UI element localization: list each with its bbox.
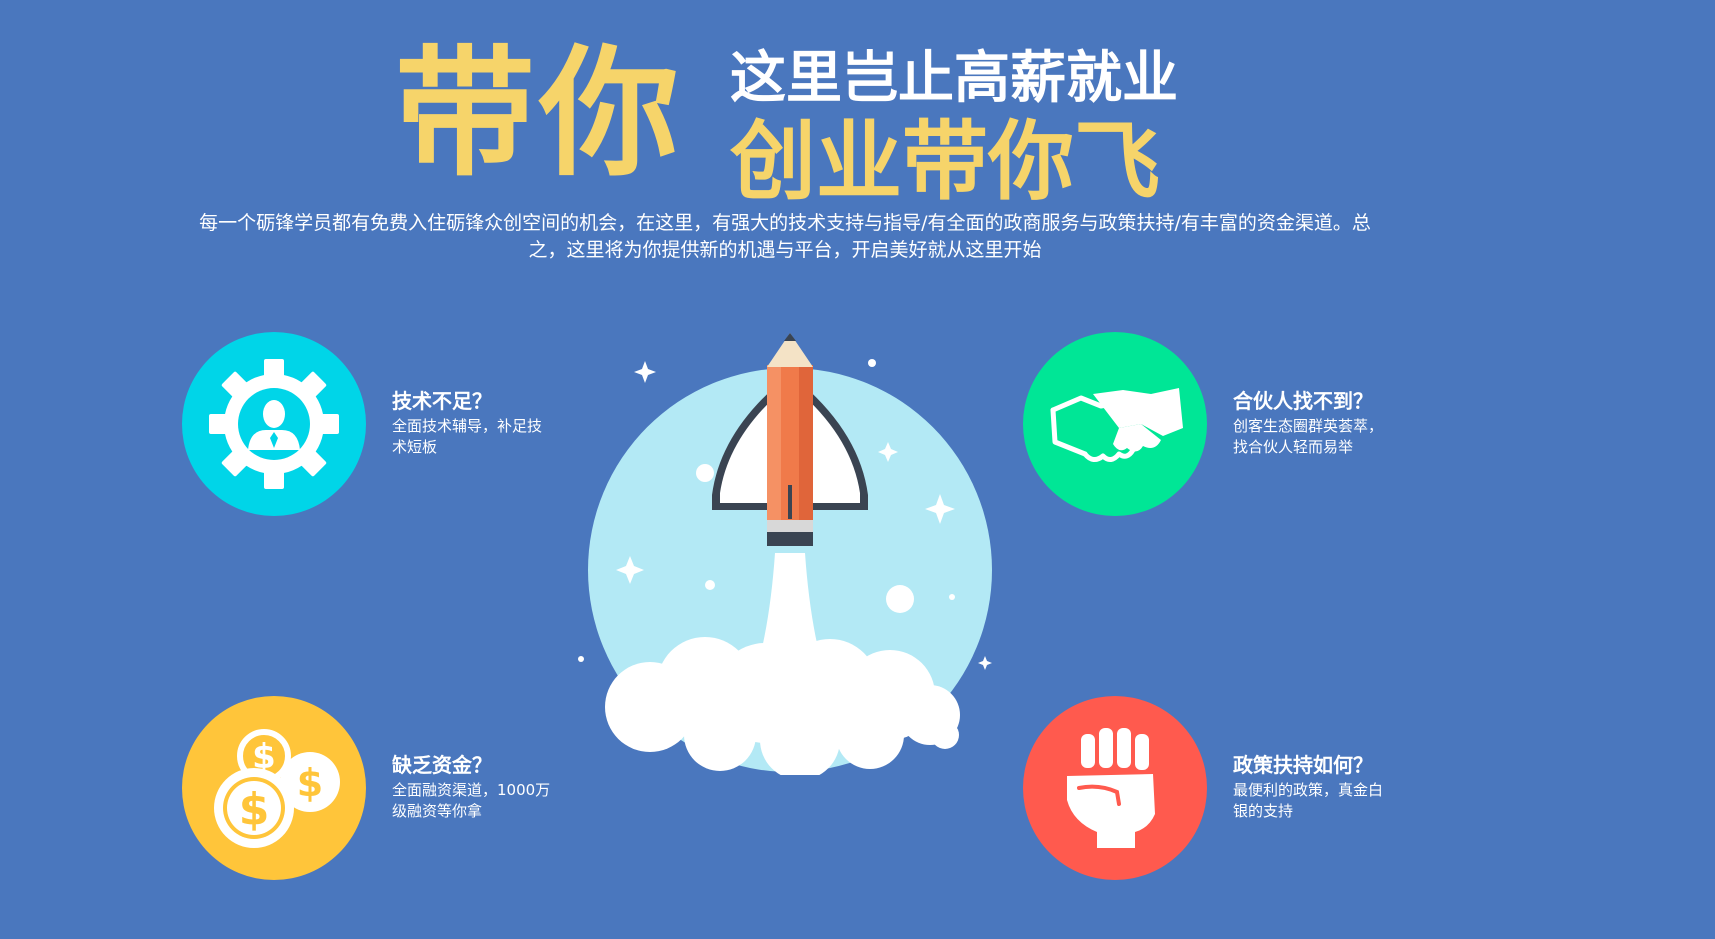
headline-line2: 创业带你飞 — [730, 112, 1160, 212]
coins-icon: $ $ $ — [182, 696, 366, 880]
svg-text:$: $ — [239, 784, 270, 835]
feature-policy-title: 政策扶持如何？ — [1233, 753, 1373, 777]
feature-tech-desc: 全面技术辅导，补足技术短板 — [392, 417, 543, 456]
feature-funds-title: 缺乏资金？ — [392, 753, 492, 777]
fist-icon — [1023, 696, 1207, 880]
feature-policy-desc: 最便利的政策，真金白银的支持 — [1233, 781, 1384, 820]
svg-text:$: $ — [252, 737, 276, 777]
headline-line1: 这里岂止高薪就业 — [730, 46, 1178, 111]
feature-tech: 技术不足？ 全面技术辅导，补足技术短板 — [182, 332, 742, 522]
feature-partner: 合伙人找不到？ 创客生态圈群英荟萃，找合伙人轻而易举 — [1023, 332, 1583, 522]
gear-person-icon — [182, 332, 366, 516]
feature-funds: $ $ $ 缺乏资金？ 全面融资渠道，1000万级融资等你拿 — [182, 696, 742, 886]
feature-tech-text: 技术不足？ 全面技术辅导，补足技术短板 — [392, 388, 552, 458]
headline: 带你 这里岂止高薪就业 创业带你飞 — [395, 33, 1195, 213]
feature-funds-desc: 全面融资渠道，1000万级融资等你拿 — [392, 781, 551, 820]
feature-funds-text: 缺乏资金？ 全面融资渠道，1000万级融资等你拿 — [392, 752, 552, 822]
headline-big: 带你 — [395, 33, 684, 196]
feature-policy: 政策扶持如何？ 最便利的政策，真金白银的支持 — [1023, 696, 1583, 886]
feature-tech-title: 技术不足？ — [392, 389, 492, 413]
feature-policy-text: 政策扶持如何？ 最便利的政策，真金白银的支持 — [1233, 752, 1393, 822]
feature-partner-text: 合伙人找不到？ 创客生态圈群英荟萃，找合伙人轻而易举 — [1233, 388, 1393, 458]
svg-text:$: $ — [297, 761, 323, 805]
feature-partner-desc: 创客生态圈群英荟萃，找合伙人轻而易举 — [1233, 417, 1384, 456]
rocket-illustration — [570, 325, 1010, 780]
handshake-icon — [1023, 332, 1207, 516]
description: 每一个砺锋学员都有免费入住砺锋众创空间的机会，在这里，有强大的技术支持与指导/有… — [199, 212, 1371, 261]
feature-partner-title: 合伙人找不到？ — [1233, 389, 1373, 413]
